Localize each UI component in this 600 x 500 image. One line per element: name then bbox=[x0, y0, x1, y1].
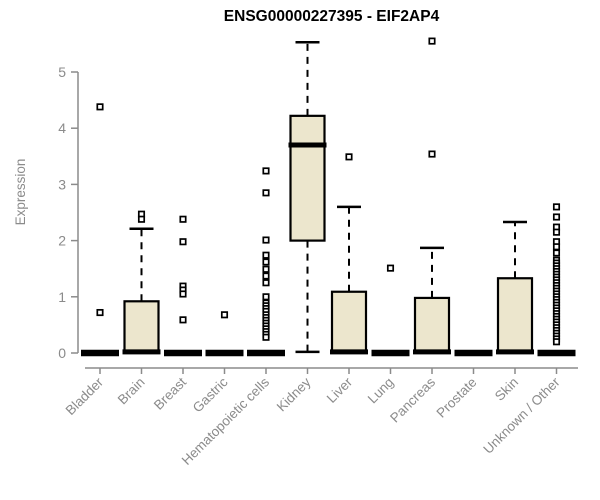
x-category-label: Kidney bbox=[274, 374, 314, 414]
box-skin bbox=[496, 277, 534, 355]
outlier-hematopoietic-cells bbox=[262, 167, 270, 175]
outlier-bladder bbox=[96, 308, 104, 317]
outlier-hematopoietic-cells bbox=[262, 258, 270, 266]
box-pancreas bbox=[413, 296, 451, 355]
x-category-label: Gastric bbox=[190, 374, 231, 415]
x-category-label: Unknown / Other bbox=[480, 374, 563, 457]
outlier-hematopoietic-cells bbox=[262, 333, 270, 341]
outlier-hematopoietic-cells bbox=[262, 189, 270, 197]
box-liver bbox=[330, 290, 368, 355]
box-brain bbox=[123, 300, 160, 355]
x-category-label: Skin bbox=[492, 375, 521, 404]
y-tick-label: 0 bbox=[58, 345, 66, 361]
y-tick-label: 4 bbox=[58, 120, 66, 136]
outlier-unknown-other bbox=[552, 338, 561, 346]
outlier-brain bbox=[137, 215, 146, 223]
outlier-breast bbox=[179, 316, 187, 324]
outlier-unknown-other bbox=[552, 213, 561, 221]
outlier-hematopoietic-cells bbox=[262, 265, 270, 273]
outlier-hematopoietic-cells bbox=[262, 279, 270, 287]
outlier-lung bbox=[386, 264, 395, 272]
outlier-bladder bbox=[96, 103, 104, 111]
outlier-unknown-other bbox=[552, 203, 561, 211]
outlier-gastric bbox=[220, 311, 229, 319]
outlier-pancreas bbox=[428, 150, 436, 158]
box-kidney bbox=[289, 114, 326, 242]
outlier-hematopoietic-cells bbox=[262, 293, 270, 301]
y-tick-label: 2 bbox=[58, 233, 66, 249]
x-category-label: Breast bbox=[151, 374, 189, 412]
outlier-hematopoietic-cells bbox=[262, 251, 270, 259]
outlier-pancreas bbox=[428, 37, 436, 45]
outlier-unknown-other bbox=[552, 249, 561, 257]
x-category-label: Pancreas bbox=[387, 374, 438, 425]
outlier-breast bbox=[179, 215, 187, 223]
y-tick-label: 1 bbox=[58, 289, 66, 305]
x-category-label: Lung bbox=[365, 375, 397, 407]
outlier-breast bbox=[179, 290, 187, 298]
x-category-label: Liver bbox=[324, 374, 356, 406]
outlier-liver bbox=[345, 153, 353, 161]
x-category-label: Brain bbox=[115, 375, 148, 408]
y-tick-label: 3 bbox=[58, 176, 66, 192]
outlier-hematopoietic-cells bbox=[262, 272, 270, 280]
y-tick-label: 5 bbox=[58, 64, 66, 80]
outlier-hematopoietic-cells bbox=[262, 236, 270, 244]
outlier-breast bbox=[179, 238, 187, 246]
x-category-label: Bladder bbox=[63, 374, 107, 418]
chart-title: ENSG00000227395 - EIF2AP4 bbox=[223, 8, 440, 25]
x-category-label: Prostate bbox=[433, 375, 479, 421]
outlier-unknown-other bbox=[552, 243, 561, 251]
outlier-unknown-other bbox=[552, 228, 561, 236]
